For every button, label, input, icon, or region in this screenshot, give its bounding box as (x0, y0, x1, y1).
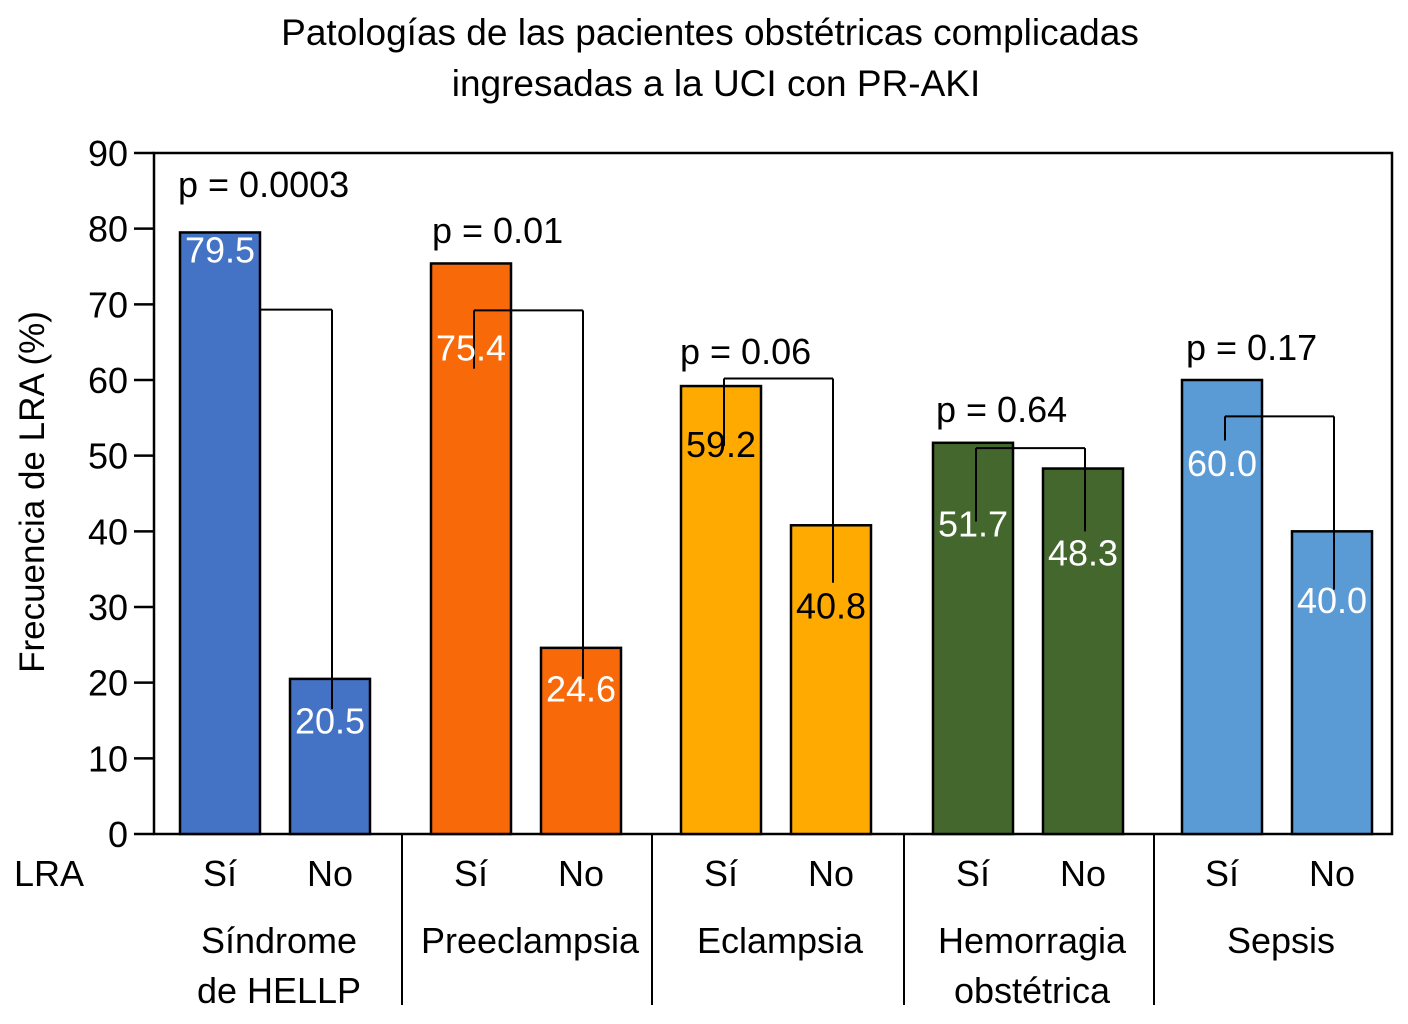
plot-frame (152, 151, 1394, 836)
x-tick-label: No (558, 853, 604, 894)
bar-value-label: 60.0 (1187, 443, 1257, 484)
bar-value-label: 79.5 (185, 230, 255, 271)
group-label: de HELLP (197, 970, 361, 1011)
y-tick-label: 10 (88, 738, 128, 779)
x-tick-label: Sí (956, 853, 990, 894)
bar (539, 646, 623, 836)
x-tick-label: Sí (1205, 853, 1239, 894)
bar (178, 231, 262, 836)
bar-value-label: 24.6 (546, 669, 616, 710)
bar (1041, 467, 1125, 836)
x-tick-label: Sí (454, 853, 488, 894)
x-tick-label: No (307, 853, 353, 894)
chart-title-line-1: Patologías de las pacientes obstétricas … (281, 12, 1139, 53)
bar-value-label: 40.0 (1297, 580, 1367, 621)
p-value-label: p = 0.17 (1186, 327, 1317, 368)
bar (1180, 378, 1264, 836)
group-label: Preeclampsia (421, 920, 640, 961)
chart-title-line-2: ingresadas a la UCI con PR-AKI (452, 63, 981, 104)
bar-value-label: 75.4 (436, 327, 506, 368)
y-tick-label: 20 (88, 663, 128, 704)
x-axis-title: LRA (14, 853, 84, 894)
bar (429, 262, 513, 836)
bar-value-label: 40.8 (796, 585, 866, 626)
p-value-label: p = 0.64 (936, 389, 1067, 430)
bar (288, 677, 372, 836)
p-value-label: p = 0.0003 (178, 164, 349, 205)
bar (789, 524, 873, 836)
x-tick-label: Sí (203, 853, 237, 894)
bar (931, 441, 1015, 836)
x-tick-label: Sí (704, 853, 738, 894)
y-tick-label: 70 (88, 284, 128, 325)
group-label: Sepsis (1227, 920, 1335, 961)
y-tick-label: 30 (88, 587, 128, 628)
y-tick-label: 0 (108, 814, 128, 855)
bar (679, 384, 763, 836)
y-tick-label: 50 (88, 436, 128, 477)
y-tick-label: 60 (88, 360, 128, 401)
p-value-label: p = 0.01 (432, 210, 563, 251)
y-tick-label: 40 (88, 511, 128, 552)
bar-value-label: 48.3 (1048, 532, 1118, 573)
x-tick-label: No (1309, 853, 1355, 894)
y-tick-label: 80 (88, 209, 128, 250)
bar-value-label: 20.5 (295, 700, 365, 741)
p-value-label: p = 0.06 (680, 331, 811, 372)
group-label: Síndrome (201, 920, 357, 961)
bar-value-label: 51.7 (938, 504, 1008, 545)
y-tick-label: 90 (88, 133, 128, 174)
x-tick-label: No (1060, 853, 1106, 894)
group-label: obstétrica (954, 970, 1111, 1011)
x-tick-label: No (808, 853, 854, 894)
group-label: Eclampsia (697, 920, 864, 961)
bar (1290, 530, 1374, 836)
y-axis-title: Frecuencia de LRA (%) (13, 311, 52, 673)
bar-value-label: 59.2 (686, 424, 756, 465)
group-label: Hemorragia (938, 920, 1127, 961)
